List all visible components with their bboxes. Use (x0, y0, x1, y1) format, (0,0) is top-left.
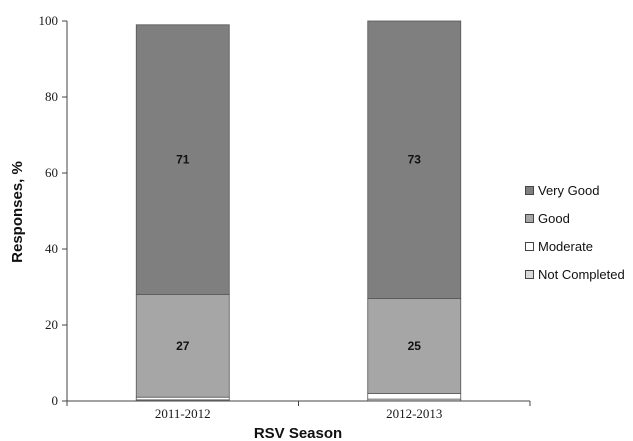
data-labels: 27 71 25 73 (176, 153, 421, 353)
bar-segment-very-good (367, 20, 462, 299)
bars (135, 20, 462, 402)
y-axis-title: Responses, % (9, 161, 26, 263)
legend-item: Good (525, 204, 625, 232)
y-axis-ticks: 0 20 40 60 80 100 (39, 13, 67, 408)
bar-segment-good (367, 297, 462, 394)
y-tick-label: 0 (52, 393, 59, 408)
x-axis-ticks: 2011-2012 2012-2013 (66, 401, 531, 421)
legend-item: Very Good (525, 176, 625, 204)
data-label: 27 (176, 339, 190, 353)
legend-label: Very Good (538, 182, 600, 198)
y-tick-label: 80 (45, 89, 58, 104)
legend-item: Moderate (525, 232, 625, 260)
y-tick-label: 100 (39, 13, 59, 28)
x-axis-title: RSV Season (254, 425, 342, 441)
legend-label: Moderate (538, 238, 593, 254)
y-tick-label: 60 (45, 165, 58, 180)
legend-swatch (525, 269, 534, 279)
data-label: 73 (408, 153, 422, 167)
legend-swatch (525, 241, 534, 251)
legend-label: Good (538, 210, 570, 226)
y-tick-label: 40 (45, 241, 58, 256)
data-label: 71 (176, 153, 190, 167)
legend-item: Not Completed (525, 260, 625, 288)
x-tick-label: 2011-2012 (155, 406, 211, 421)
legend-label: Not Completed (538, 266, 625, 282)
x-tick-label: 2012-2013 (386, 406, 442, 421)
bar-segment-very-good (135, 24, 230, 295)
legend-swatch (525, 213, 534, 223)
bar-segment-moderate (367, 392, 462, 400)
data-label: 25 (408, 339, 422, 353)
legend: Very Good Good Moderate Not Completed (525, 176, 625, 288)
legend-swatch (525, 185, 534, 195)
y-tick-label: 20 (45, 317, 58, 332)
